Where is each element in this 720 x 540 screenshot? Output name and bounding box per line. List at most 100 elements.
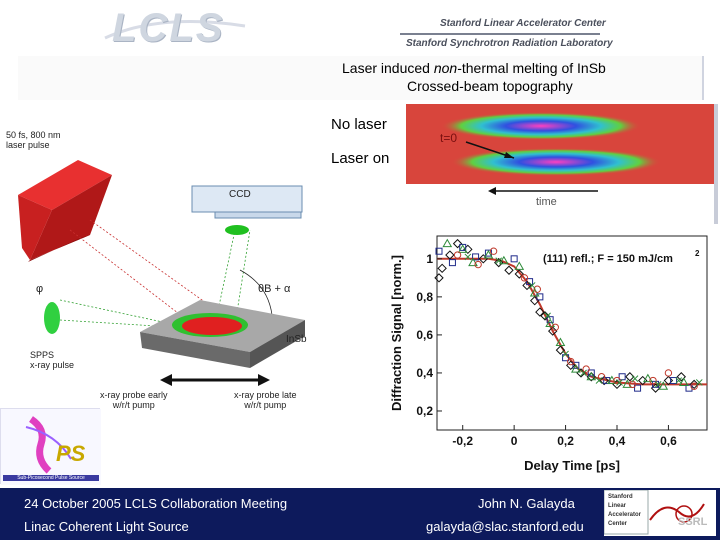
probe-late-label: x-ray probe late w/r/t pump — [234, 390, 297, 410]
slac-logo — [603, 489, 716, 536]
data-point-triangle — [457, 244, 468, 253]
y-tick-label: 0,8 — [416, 290, 433, 304]
sps-logo-icon: PS — [1, 409, 101, 485]
data-point-cross — [616, 379, 623, 386]
insb-substrate — [140, 300, 305, 368]
data-point-triangle — [555, 337, 566, 347]
data-point-triangle — [468, 257, 478, 267]
data-point-circle — [597, 373, 606, 381]
data-point-square — [670, 377, 678, 385]
data-point-diamond — [437, 263, 447, 274]
data-point-square — [572, 361, 580, 369]
data-point-cross — [562, 350, 569, 358]
diffraction-signal-chart: -0,2 0 0,2 0,4 0,6 0,2 0,4 0,6 0,8 1 Delay Time [p… — [389, 235, 708, 473]
slide-footer — [0, 488, 720, 540]
data-point-diamond — [530, 295, 540, 306]
data-point-diamond — [663, 375, 674, 386]
data-point-square — [562, 354, 570, 362]
slide-title-line2: Crossed-beam topography — [407, 78, 573, 94]
xray-spot — [44, 302, 60, 334]
data-point-cross — [464, 253, 472, 261]
data-point-triangle — [658, 381, 669, 390]
data-point-circle — [664, 369, 673, 377]
data-point-cross — [495, 257, 503, 265]
slac-logo-icon — [603, 489, 705, 535]
data-point-circle — [613, 376, 621, 385]
topography-frame — [700, 104, 718, 224]
data-point-triangle — [442, 238, 453, 248]
title-box — [18, 56, 704, 100]
svg-text:PS: PS — [56, 441, 86, 466]
data-point-circle — [474, 260, 482, 269]
x-tick-label: 0,2 — [557, 434, 574, 448]
data-point-circle — [551, 323, 559, 331]
data-point-diamond — [434, 273, 444, 283]
data-point-square — [435, 247, 443, 255]
data-point-diamond — [522, 280, 532, 291]
data-point-square — [448, 259, 456, 267]
data-point-circle — [649, 376, 657, 385]
ccd-label: CCD — [229, 189, 251, 200]
data-point-diamond — [452, 238, 463, 249]
x-tick-label: 0,6 — [660, 434, 677, 448]
ssrl-label: SSRL — [678, 516, 708, 528]
topography-image — [406, 104, 714, 184]
data-point-circle — [582, 365, 590, 373]
y-tick-label: 0,2 — [416, 404, 433, 418]
x-tick-label: 0 — [511, 434, 518, 448]
plot-area — [436, 235, 708, 431]
spps-label: SPPS x-ray pulse — [30, 350, 75, 370]
lps-caption: Sub-Picosecond Pulse Source — [3, 475, 99, 481]
data-point-diamond — [676, 372, 686, 382]
chart-annotation-superscript: 2 — [695, 249, 700, 258]
time-arrow-icon — [488, 187, 598, 195]
data-point-diamond — [514, 269, 524, 279]
data-point-triangle — [514, 261, 525, 270]
data-point-square — [587, 369, 595, 377]
data-point-triangle — [678, 377, 689, 386]
lcls-logo: LCLS — [112, 6, 225, 50]
data-point-circle — [453, 251, 462, 259]
data-point-square — [634, 384, 642, 392]
no-laser-label: No laser — [331, 116, 387, 133]
data-point-square — [472, 253, 480, 261]
y-axis-label: Diffraction Signal [norm.] — [389, 255, 404, 411]
data-point-circle — [533, 285, 541, 293]
probe-early-label: x-ray probe early w/r/t pump — [100, 390, 168, 410]
time-axis-label: time — [536, 196, 557, 208]
data-point-square — [510, 255, 518, 263]
laser-pulse-label: 50 fs, 800 nm laser pulse — [6, 130, 61, 150]
slac-badge-line4: Center — [608, 521, 628, 527]
laser-on-label: Laser on — [331, 150, 390, 167]
data-point-triangle — [498, 255, 509, 265]
slac-badge-line1: Stanford — [608, 494, 633, 500]
y-tick-label: 1 — [426, 252, 433, 266]
data-point-triangle — [545, 318, 556, 327]
ccd-spot — [225, 225, 249, 235]
data-point-square — [526, 278, 534, 286]
data-point-triangle — [642, 373, 653, 383]
footer-author: John N. Galayda — [478, 496, 575, 511]
x-axis-label: Delay Time [ps] — [524, 458, 620, 473]
data-point-triangle — [586, 371, 597, 381]
ccd-detector — [191, 185, 303, 219]
data-point-triangle — [570, 364, 581, 373]
experimental-setup-diagram — [18, 160, 305, 386]
y-tick-label: 0,6 — [416, 328, 433, 342]
data-point-diamond — [599, 375, 609, 386]
data-point-cross — [695, 379, 703, 386]
footer-email[interactable]: galayda@slac.stanford.edu — [426, 519, 584, 534]
data-point-diamond — [535, 307, 545, 317]
lcls-swoosh-icon — [104, 20, 246, 40]
slac-badge-line3: Accelerator — [608, 512, 642, 518]
chart-annotation: (111) refl.; F = 150 mJ/cm — [543, 253, 673, 265]
slide-header: LCLS Stanford Linear Accelerator Center … — [0, 0, 720, 62]
laser-pulse-block — [18, 160, 112, 262]
phi-label: φ — [36, 283, 44, 295]
sub-picosecond-pulse-source-logo: PS — [0, 408, 101, 485]
data-point-diamond — [463, 244, 473, 255]
ssrl-org-name: Stanford Synchrotron Radiation Laborator… — [406, 38, 613, 49]
slide-title-line1: Laser induced non-thermal melting of InS… — [342, 60, 606, 76]
data-point-circle — [690, 382, 698, 390]
theta-label: θB + α — [258, 283, 291, 295]
